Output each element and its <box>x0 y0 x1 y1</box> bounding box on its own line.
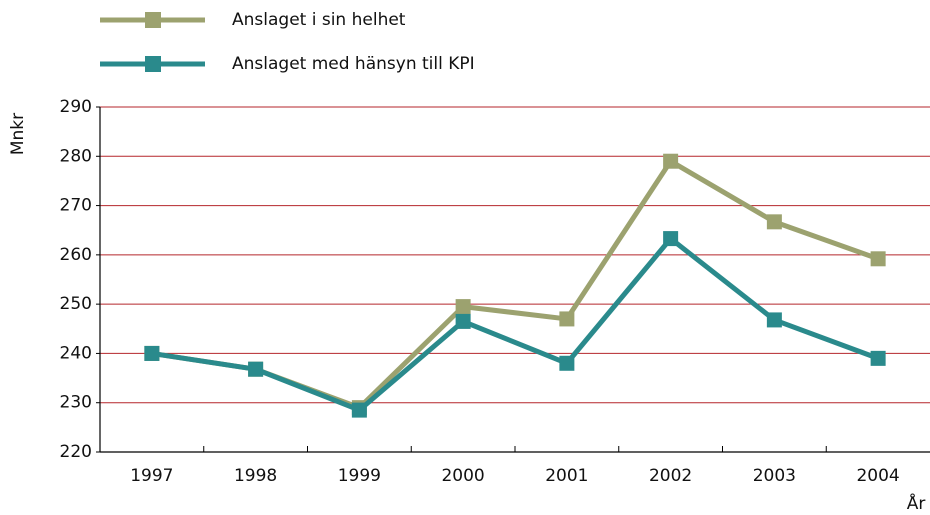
x-tick-label: 1998 <box>234 466 277 486</box>
x-tick-label: 1999 <box>338 466 381 486</box>
point-marker <box>663 231 679 247</box>
legend-label: Anslaget med hänsyn till KPI <box>232 54 475 74</box>
x-tick-label: 2002 <box>649 466 692 486</box>
y-tick-label: 250 <box>60 294 92 314</box>
point-marker <box>455 313 471 329</box>
point-marker <box>559 311 575 327</box>
x-axis-label: År <box>907 492 926 514</box>
point-marker <box>663 153 679 169</box>
series-line <box>151 236 879 413</box>
legend-label: Anslaget i sin helhet <box>232 10 406 30</box>
point-marker <box>870 350 886 366</box>
point-marker <box>766 214 782 230</box>
point-marker <box>870 251 886 267</box>
x-tick-label: 2000 <box>441 466 484 486</box>
y-tick-label: 290 <box>60 97 92 117</box>
x-tick-label: 2003 <box>753 466 796 486</box>
x-tick-label: 1997 <box>130 466 173 486</box>
legend-marker <box>145 56 161 72</box>
y-tick-label: 230 <box>60 393 92 413</box>
y-tick-label: 260 <box>60 245 92 265</box>
y-tick-label: 270 <box>60 196 92 216</box>
y-tick-label: 240 <box>60 343 92 363</box>
point-marker <box>144 345 160 361</box>
point-marker <box>559 355 575 371</box>
point-marker <box>455 299 471 315</box>
point-marker <box>766 312 782 328</box>
point-marker <box>248 361 264 377</box>
y-tick-label: 280 <box>60 146 92 166</box>
y-tick-label: 220 <box>60 442 92 462</box>
legend-marker <box>145 12 161 28</box>
x-tick-label: 2004 <box>856 466 899 486</box>
x-tick-label: 2001 <box>545 466 588 486</box>
y-axis-label: Mnkr <box>8 113 28 155</box>
point-marker <box>351 402 367 418</box>
